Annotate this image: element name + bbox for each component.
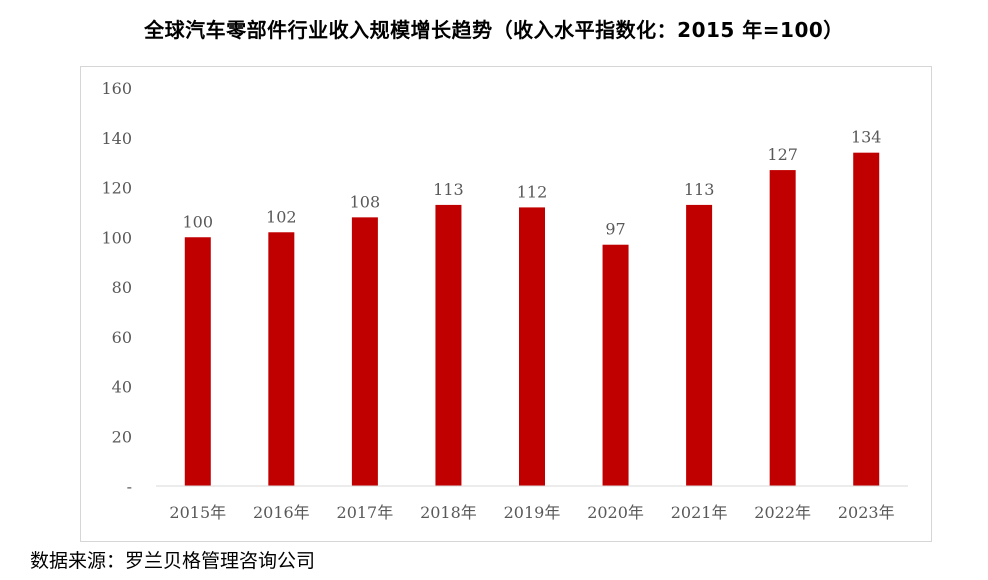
data-label: 127	[767, 145, 798, 164]
x-tick-label: 2020年	[587, 503, 644, 522]
x-tick-label: 2018年	[420, 503, 477, 522]
y-tick-label: 160	[101, 79, 132, 98]
bar-2019年	[519, 207, 545, 486]
bar-2021年	[686, 204, 713, 486]
y-tick-label: 60	[112, 328, 132, 347]
data-label: 134	[851, 128, 882, 147]
y-axis-ticks: - 20 40 60 80 100 120 140 160	[101, 79, 132, 496]
x-tick-label: 2015年	[169, 503, 226, 522]
data-label: 108	[350, 192, 381, 211]
y-tick-label: -	[127, 477, 132, 496]
data-labels: 100 102 108 113 112 97 113 127 134	[183, 128, 882, 239]
y-tick-label: 100	[101, 228, 132, 247]
bar-2017年	[351, 217, 378, 486]
data-label: 97	[605, 220, 625, 239]
chart-frame	[80, 66, 932, 542]
bar-2015年	[184, 237, 211, 486]
bar-2018年	[435, 204, 462, 486]
bar-2022年	[769, 170, 796, 486]
data-label: 113	[684, 180, 715, 199]
data-label: 100	[183, 212, 214, 231]
bar-2023年	[853, 152, 880, 487]
y-tick-label: 80	[112, 278, 132, 297]
x-tick-label: 2016年	[253, 503, 310, 522]
bar-2020年	[602, 244, 629, 486]
y-tick-label: 140	[101, 129, 132, 148]
x-tick-label: 2019年	[504, 503, 561, 522]
y-tick-label: 40	[112, 378, 132, 397]
x-tick-label: 2017年	[337, 503, 394, 522]
data-label: 112	[517, 182, 548, 201]
data-label: 102	[266, 207, 297, 226]
source-note: 数据来源：罗兰贝格管理咨询公司	[30, 550, 316, 572]
y-tick-label: 20	[112, 427, 132, 446]
data-label: 113	[433, 180, 464, 199]
bars	[184, 152, 880, 487]
y-tick-label: 120	[101, 179, 132, 198]
x-axis-labels: 2015年 2016年 2017年 2018年 2019年 2020年 2021年 2022年…	[169, 503, 894, 522]
x-tick-label: 2023年	[838, 503, 895, 522]
x-tick-label: 2021年	[671, 503, 728, 522]
chart-title: 全球汽车零部件行业收入规模增长趋势（收入水平指数化：2015 年=100）	[144, 18, 844, 42]
bar-2016年	[268, 232, 295, 486]
x-tick-label: 2022年	[754, 503, 811, 522]
